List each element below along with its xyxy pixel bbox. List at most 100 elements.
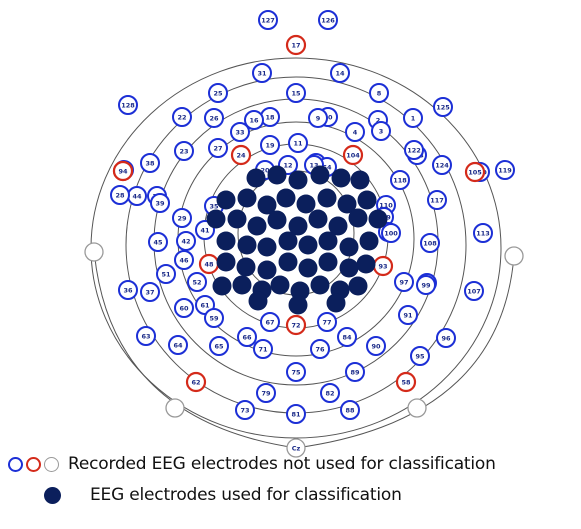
electrode-label: 82 [325,390,334,398]
electrode-red [342,144,364,166]
electrode-blue [286,83,306,103]
electrode-blue [390,170,410,190]
electrode-label: 64 [173,342,183,350]
electrode-label: 18 [265,114,275,122]
electrode-used [348,276,368,296]
electrode-label: 119 [498,167,512,175]
electrode-used [350,170,370,190]
electrode-label: 76 [315,346,325,354]
electrode-blue [330,63,350,83]
electrode-label: 67 [265,319,274,327]
electrode-gray [286,438,306,458]
electrode-label: 36 [123,287,133,295]
electrode-blue [403,108,423,128]
electrode-used [337,194,357,214]
electrode-label: 75 [291,369,301,377]
electrode-used [257,237,277,257]
electrode-blue [237,327,257,347]
electrode-used [257,260,277,280]
electrode-used [308,209,328,229]
electrode-used [212,276,232,296]
legend-row-not-used: Recorded EEG electrodes not used for cla… [8,454,496,474]
electrode-label: 61 [200,302,210,310]
electrode-blue [110,185,130,205]
electrode-blue [209,336,229,356]
scalp-contour-rings [90,57,515,449]
electrode-used [236,257,256,277]
electrode-label: 66 [242,334,252,342]
electrode-label: 99 [421,282,431,290]
electrode-label: 84 [342,334,352,342]
electrode-label: 58 [401,379,411,387]
electrode-gray [165,398,185,418]
electrode-label: 39 [155,200,165,208]
electrode-label: 90 [371,343,381,351]
electrode-label: 52 [192,279,201,287]
electrode-label: 105 [468,169,482,177]
electrode-label: 107 [467,288,481,296]
electrode-used [326,293,346,313]
electrode-blue [464,281,484,301]
electrode-label: 17 [291,42,300,50]
electrode-label: 65 [214,343,224,351]
electrode-blue [244,110,264,130]
electrode-label: 44 [132,193,142,201]
electrode-blue [260,135,280,155]
electrode-blue [118,280,138,300]
electrode-label: 88 [345,407,355,415]
electrode-blue [174,141,194,161]
electrode-label: 42 [181,238,190,246]
electrode-label: 24 [236,152,246,160]
electrode-label: 104 [346,152,360,160]
electrode-label: 117 [430,197,444,205]
electrode-label: 93 [378,263,387,271]
electrode-label: Cz [292,445,301,453]
electrode-used [246,168,266,188]
electrode-blue [371,121,391,141]
electrode-label: 16 [249,117,259,125]
electrode-label: 28 [115,192,125,200]
electrode-used [232,275,252,295]
electrode-label: 11 [293,140,303,148]
electrode-label: 1 [411,115,416,123]
electrode-label: 22 [177,114,186,122]
electrode-label: 113 [476,230,490,238]
electrode-blue [427,190,447,210]
electrode-red [285,314,307,336]
electrode-label: 48 [204,261,214,269]
electrode-blue [140,153,160,173]
electrode-label: 96 [441,335,451,343]
electrode-label: 45 [153,239,163,247]
electrode-used [276,188,296,208]
electrode-label: 126 [321,17,335,25]
electrode-label: 12 [283,162,292,170]
electrode-used [216,231,236,251]
electrode-label: 37 [145,289,154,297]
electrode-label: 118 [393,177,407,185]
electrode-used [318,252,338,272]
electrode-used [357,190,377,210]
electrode-blue [345,122,365,142]
electrode-blue [168,335,188,355]
electrode-used [359,231,379,251]
electrode-blue [140,282,160,302]
electrode-blue [416,275,436,295]
electrode-blue [174,298,194,318]
electrode-blue [174,250,194,270]
electrode-blue [258,10,278,30]
electrode-red [285,34,307,56]
electrode-used [310,275,330,295]
electrode-label: 14 [335,70,345,78]
electrode-used [328,216,348,236]
electrode-blue [394,272,414,292]
electrode-blue [420,233,440,253]
electrode-label: 89 [350,369,360,377]
electrode-label: 79 [261,390,271,398]
electrode-blue [204,308,224,328]
electrode-label: 59 [209,315,219,323]
electrode-label: 3 [379,128,384,136]
electrode-blue [136,326,156,346]
electrode-blue [318,10,338,30]
electrode-used [227,209,247,229]
electrode-used [288,170,308,190]
